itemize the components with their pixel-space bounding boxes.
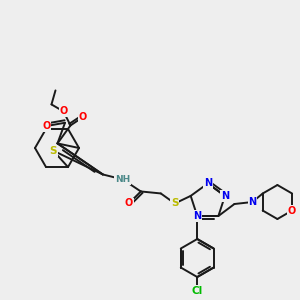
Text: Cl: Cl bbox=[192, 286, 203, 296]
Text: N: N bbox=[221, 191, 229, 201]
Text: O: O bbox=[78, 112, 87, 122]
Text: N: N bbox=[248, 197, 256, 207]
Text: S: S bbox=[50, 146, 57, 156]
Text: O: O bbox=[59, 106, 68, 116]
Text: O: O bbox=[288, 206, 296, 215]
Text: S: S bbox=[171, 199, 178, 208]
Text: NH: NH bbox=[115, 175, 130, 184]
Text: O: O bbox=[43, 121, 51, 131]
Text: N: N bbox=[204, 178, 212, 188]
Text: N: N bbox=[193, 211, 201, 221]
Text: O: O bbox=[125, 199, 133, 208]
